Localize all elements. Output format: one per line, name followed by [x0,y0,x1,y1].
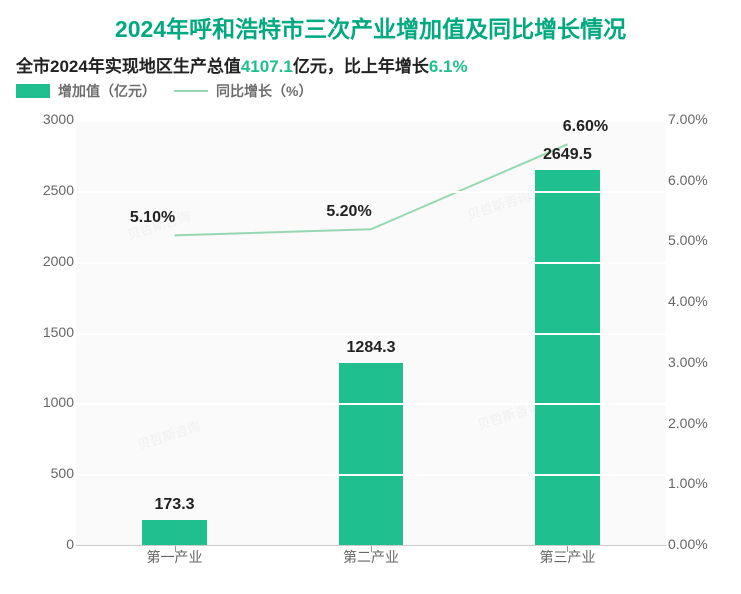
chart-legend: 增加值（亿元） 同比增长（%） [0,81,741,101]
chart-area: 贝哲斯咨询贝哲斯咨询贝哲斯咨询贝哲斯咨询05001000150020002500… [16,105,726,575]
y-right-tick-label: 2.00% [668,415,708,431]
y-left-tick-label: 1000 [43,394,74,410]
subtitle-value-2: 6.1% [429,57,468,76]
y-right-tick-label: 4.00% [668,293,708,309]
y-right-tick-label: 5.00% [668,232,708,248]
gridline [76,262,666,264]
line-value-label: 6.60% [563,118,608,136]
subtitle-prefix: 全市2024年实现地区生产总值 [16,57,241,76]
x-axis [76,545,666,546]
gridline [76,333,666,335]
y-left-tick-label: 500 [51,465,74,481]
bar-value-label: 173.3 [154,496,194,514]
bar-value-label: 2649.5 [543,146,592,164]
line-value-label: 5.10% [130,209,175,227]
x-tick-label: 第三产业 [539,547,595,567]
gridline [76,403,666,405]
subtitle-value-1: 4107.1 [241,57,293,76]
y-left-tick-label: 2500 [43,182,74,198]
y-right-tick-label: 7.00% [668,111,708,127]
y-left-tick-label: 0 [66,536,74,552]
legend-bar-label: 增加值（亿元） [58,81,156,101]
y-right-tick-label: 3.00% [668,354,708,370]
legend-line-label: 同比增长（%） [216,81,312,101]
chart-title: 2024年呼和浩特市三次产业增加值及同比增长情况 [0,0,741,44]
y-right-tick-label: 0.00% [668,536,708,552]
y-left-tick-label: 3000 [43,111,74,127]
gridline [76,474,666,476]
y-right-tick-label: 6.00% [668,172,708,188]
y-left-tick-label: 1500 [43,324,74,340]
line-value-label: 5.20% [326,203,371,221]
legend-line-swatch [174,90,208,92]
x-tick-label: 第一产业 [147,547,203,567]
y-right-tick-label: 1.00% [668,475,708,491]
gridline [76,191,666,193]
chart-subtitle: 全市2024年实现地区生产总值4107.1亿元，比上年增长6.1% [0,44,741,81]
subtitle-mid: 亿元，比上年增长 [293,57,429,76]
bar-value-label: 1284.3 [347,339,396,357]
y-left-tick-label: 2000 [43,253,74,269]
legend-bar-swatch [16,84,50,98]
x-tick-label: 第二产业 [343,547,399,567]
